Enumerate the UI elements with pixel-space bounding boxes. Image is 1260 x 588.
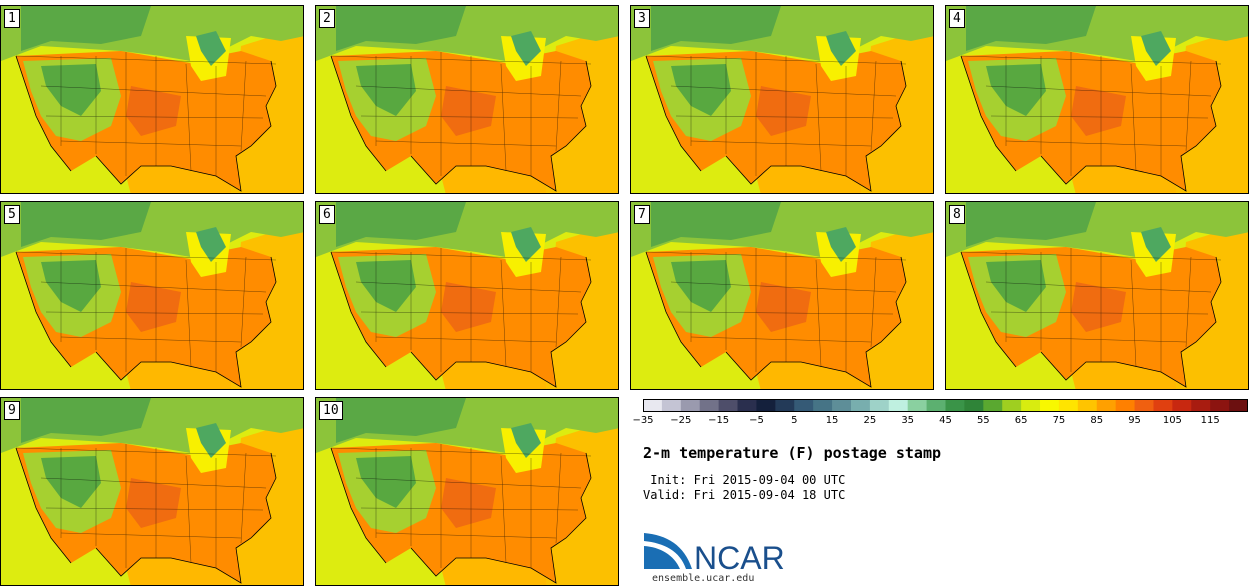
init-time: Init: Fri 2015-09-04 00 UTC: [643, 473, 846, 487]
us-temperature-map: [946, 202, 1249, 390]
colorbar-swatch: [813, 399, 833, 412]
colorbar-swatch: [794, 399, 814, 412]
us-temperature-map: [946, 6, 1249, 194]
member-map-10: 10: [315, 397, 619, 586]
member-map-6: 6: [315, 201, 619, 390]
member-label: 10: [319, 401, 343, 420]
colorbar-tick-label: 35: [901, 415, 915, 426]
member-map-1: 1: [0, 5, 304, 194]
us-temperature-map: [316, 6, 619, 194]
us-temperature-map: [1, 6, 304, 194]
colorbar-tick-label: 15: [825, 415, 839, 426]
colorbar-swatch: [832, 399, 852, 412]
colorbar-tick-label: 5: [791, 415, 798, 426]
colorbar-swatch: [737, 399, 757, 412]
member-label: 3: [634, 9, 650, 28]
colorbar-swatch: [643, 399, 663, 412]
us-temperature-map: [631, 202, 934, 390]
temperature-colorbar: [643, 399, 1248, 412]
member-map-8: 8: [945, 201, 1249, 390]
valid-time: Valid: Fri 2015-09-04 18 UTC: [643, 488, 846, 502]
member-map-2: 2: [315, 5, 619, 194]
colorbar-swatch: [945, 399, 965, 412]
member-label: 2: [319, 9, 335, 28]
member-map-9: 9: [0, 397, 304, 586]
us-temperature-map: [631, 6, 934, 194]
colorbar-swatch: [888, 399, 909, 412]
colorbar-tick-label: −15: [708, 415, 730, 426]
member-map-5: 5: [0, 201, 304, 390]
colorbar-tick-label: −25: [670, 415, 692, 426]
us-temperature-map: [1, 202, 304, 390]
colorbar-tick-label: −5: [749, 415, 764, 426]
colorbar-swatch: [1077, 399, 1098, 412]
member-label: 8: [949, 205, 965, 224]
colorbar-swatch: [907, 399, 928, 412]
colorbar-swatch: [1229, 399, 1248, 412]
colorbar-tick-labels: −35 −25 −15 −5 5 15 25 35 45 55 65 75 85 95 105 115: [630, 415, 1260, 431]
colorbar-swatch: [869, 399, 890, 412]
colorbar-swatch: [926, 399, 946, 412]
colorbar-swatch: [1134, 399, 1154, 412]
member-label: 4: [949, 9, 965, 28]
colorbar-swatch: [1021, 399, 1041, 412]
colorbar-swatch: [1210, 399, 1230, 412]
ncar-logo-text: NCAR: [694, 540, 785, 573]
colorbar-swatch: [1153, 399, 1173, 412]
colorbar-tick-label: 45: [939, 415, 952, 426]
colorbar-tick-label: 95: [1128, 415, 1141, 426]
colorbar-swatch: [1040, 399, 1060, 412]
colorbar-swatch: [775, 399, 795, 412]
colorbar-swatch: [1002, 399, 1022, 412]
member-label: 6: [319, 205, 335, 224]
colorbar-tick-label: 75: [1052, 415, 1066, 426]
colorbar-swatch: [680, 399, 701, 412]
colorbar-tick-label: 105: [1162, 415, 1182, 426]
member-map-7: 7: [630, 201, 934, 390]
colorbar-swatch: [1191, 399, 1211, 412]
colorbar-swatch: [1115, 399, 1136, 412]
colorbar-swatch: [964, 399, 984, 412]
member-label: 1: [4, 9, 20, 28]
colorbar-swatch: [1172, 399, 1192, 412]
colorbar-tick-label: 25: [863, 415, 877, 426]
site-url[interactable]: ensemble.ucar.edu: [652, 573, 755, 584]
colorbar-tick-label: −35: [632, 415, 654, 426]
us-temperature-map: [316, 398, 619, 586]
member-map-3: 3: [630, 5, 934, 194]
member-label: 9: [4, 401, 20, 420]
us-temperature-map: [316, 202, 619, 390]
member-label: 7: [634, 205, 650, 224]
us-temperature-map: [1, 398, 304, 586]
member-label: 5: [4, 205, 20, 224]
colorbar-swatch: [983, 399, 1003, 412]
colorbar-tick-label: 55: [976, 415, 990, 426]
colorbar-tick-label: 115: [1200, 415, 1220, 426]
ncar-logo: NCAR: [644, 533, 785, 573]
colorbar-swatch: [1096, 399, 1117, 412]
member-map-4: 4: [945, 5, 1249, 194]
colorbar-swatch: [699, 399, 720, 412]
colorbar-swatch: [850, 399, 871, 412]
colorbar-tick-label: 85: [1090, 415, 1104, 426]
colorbar-tick-label: 65: [1014, 415, 1028, 426]
colorbar-swatch: [661, 399, 682, 412]
colorbar-swatch: [718, 399, 739, 412]
colorbar-swatch: [1058, 399, 1079, 412]
chart-title: 2-m temperature (F) postage stamp: [643, 444, 942, 462]
colorbar-swatch: [756, 399, 776, 412]
